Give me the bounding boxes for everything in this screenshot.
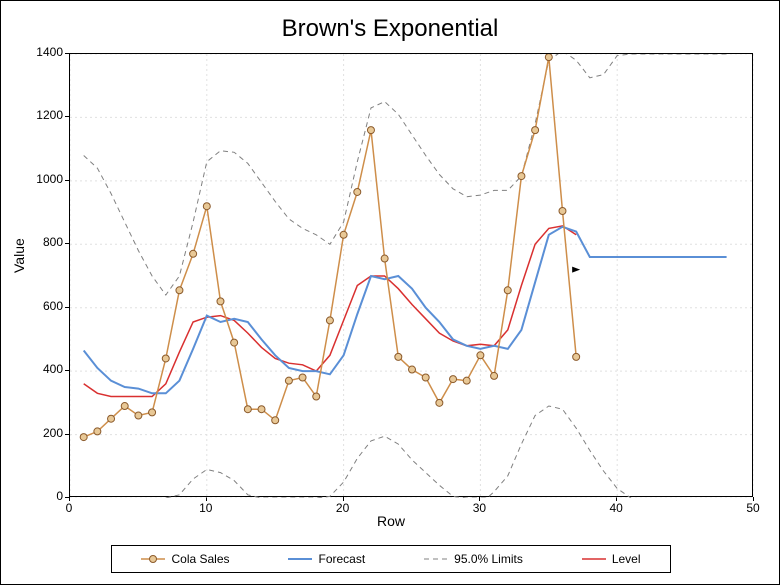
legend: Cola Sales Forecast 95.0% Limits Level [111, 545, 671, 573]
chart-title: Brown's Exponential [1, 15, 779, 43]
y-tick-label: 800 [23, 235, 63, 249]
legend-item-level: Level [582, 552, 641, 566]
legend-item-cola-sales: Cola Sales [141, 552, 229, 566]
legend-item-forecast: Forecast [288, 552, 365, 566]
x-tick-label: 30 [464, 501, 494, 515]
legend-swatch-cola-sales [141, 552, 165, 566]
y-tick-label: 1200 [23, 108, 63, 122]
x-tick-label: 0 [54, 501, 84, 515]
y-tick-label: 400 [23, 362, 63, 376]
legend-item-limits: 95.0% Limits [424, 552, 523, 566]
x-tick-label: 10 [191, 501, 221, 515]
x-tick-label: 50 [738, 501, 768, 515]
legend-label-limits: 95.0% Limits [454, 552, 523, 566]
y-tick-label: 1400 [23, 45, 63, 59]
plot-svg [70, 54, 754, 498]
legend-swatch-limits [424, 552, 448, 566]
x-axis-label: Row [1, 513, 780, 529]
y-tick-label: 200 [23, 426, 63, 440]
legend-label-level: Level [612, 552, 641, 566]
legend-swatch-level [582, 552, 606, 566]
legend-label-forecast: Forecast [318, 552, 365, 566]
y-tick-label: 1000 [23, 172, 63, 186]
y-tick-label: 600 [23, 299, 63, 313]
x-tick-label: 20 [328, 501, 358, 515]
legend-swatch-forecast [288, 552, 312, 566]
plot-area [69, 53, 753, 497]
chart-frame: Brown's Exponential Value Row 0200400600… [0, 0, 780, 585]
legend-label-cola-sales: Cola Sales [171, 552, 229, 566]
x-tick-label: 40 [601, 501, 631, 515]
